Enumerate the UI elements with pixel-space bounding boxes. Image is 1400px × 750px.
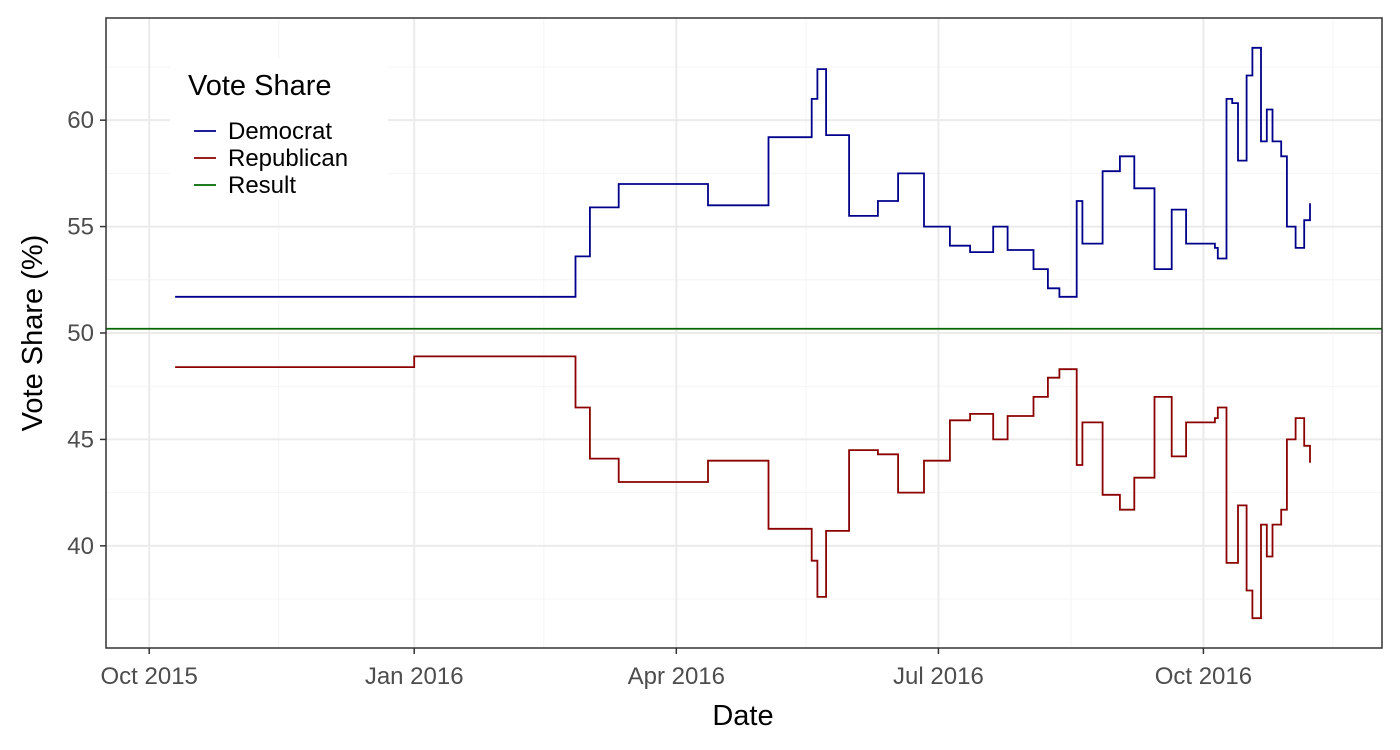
series-line-republican <box>175 355 1311 620</box>
x-tick-label-jan-2016: Jan 2016 <box>365 663 464 690</box>
y-tick-label-40: 40 <box>67 533 94 560</box>
y-axis-title: Vote Share (%) <box>17 235 49 432</box>
legend-background <box>170 58 388 200</box>
y-tick-label-50: 50 <box>67 320 94 347</box>
series-lines <box>175 46 1311 620</box>
legend-label-democrat: Democrat <box>228 118 332 145</box>
legend-label-result: Result <box>228 172 296 199</box>
panel-border <box>105 17 1383 649</box>
x-tick-label-oct-2016: Oct 2016 <box>1155 663 1252 690</box>
legend-title: Vote Share <box>188 70 332 102</box>
x-axis-title: Date <box>712 700 773 732</box>
y-tick-label-60: 60 <box>67 107 94 134</box>
y-tick-label-55: 55 <box>67 214 94 241</box>
legend: Vote Share Democrat Republican Result <box>170 58 388 200</box>
x-tick-label-oct-2015: Oct 2015 <box>101 663 198 690</box>
series-line-democrat <box>175 46 1311 298</box>
y-tick-label-45: 45 <box>67 426 94 453</box>
axis-ticks: 40 45 50 55 60 Oct 2015 Jan 2016 Apr 2016 Jul 20… <box>67 107 1252 690</box>
legend-label-republican: Republican <box>228 145 348 172</box>
x-tick-label-jul-2016: Jul 2016 <box>893 663 984 690</box>
x-tick-label-apr-2016: Apr 2016 <box>628 663 725 690</box>
